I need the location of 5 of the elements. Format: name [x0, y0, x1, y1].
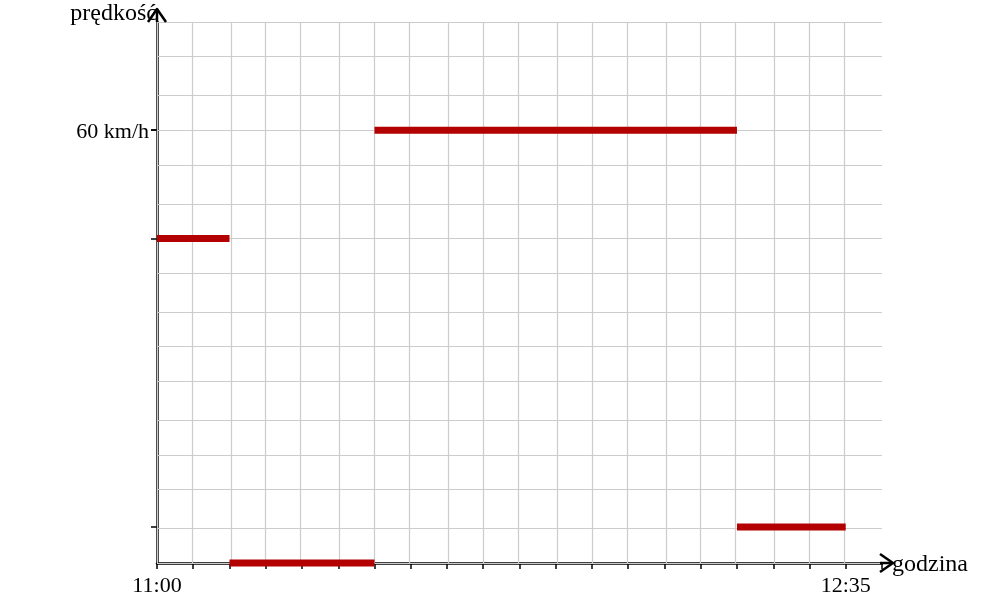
text: 60 km/h: [76, 117, 149, 143]
x-tick-label: 12:35: [820, 571, 871, 597]
x-tick-label: 11:00: [132, 571, 182, 597]
x-axis-title: godzina: [892, 550, 969, 576]
y-axis-title: prędkość: [70, 0, 157, 25]
